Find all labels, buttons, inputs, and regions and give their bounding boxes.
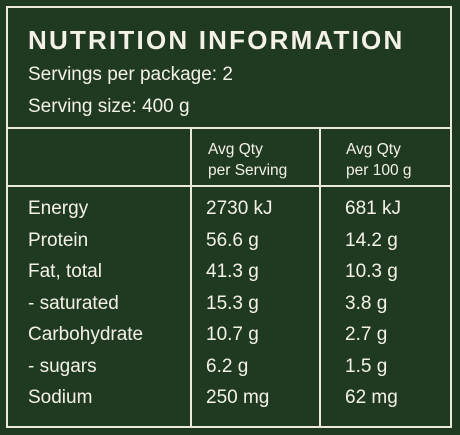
column-divider-1	[190, 127, 192, 427]
per-serving-value: 41.3 g	[206, 261, 259, 282]
nutrient-name: Sodium	[28, 387, 93, 408]
per-serving-value: 6.2 g	[206, 355, 249, 377]
column-header-per-100g-line1: Avg Qty	[346, 141, 401, 158]
panel-title: NUTRITION INFORMATION	[28, 25, 405, 55]
table-row: - saturated 15.3 g 3.8 g	[0, 292, 460, 324]
table-row: Sodium 250 mg 62 mg	[0, 386, 460, 418]
per-100g-value: 1.5 g	[345, 355, 388, 377]
nutrient-table: Energy 2730 kJ 681 kJ Protein 56.6 g 14.…	[0, 197, 460, 418]
column-header-per-100g-line2: per 100 g	[346, 162, 412, 179]
per-serving-value: 2730 kJ	[206, 198, 273, 219]
per-100g-value: 10.3 g	[345, 261, 398, 282]
nutrient-name: Carbohydrate	[28, 324, 144, 345]
column-header-per-serving-line2: per Serving	[208, 162, 288, 179]
table-row: Fat, total 41.3 g 10.3 g	[0, 260, 460, 292]
nutrition-panel	[6, 6, 452, 428]
nutrient-name: Protein	[28, 229, 89, 251]
servings-per-package: Servings per package: 2	[28, 64, 233, 85]
column-header-per-100g: Avg Qty per 100 g	[346, 139, 412, 181]
table-row: Carbohydrate 10.7 g 2.7 g	[0, 323, 460, 355]
header-divider-top	[8, 127, 450, 129]
per-serving-value: 250 mg	[206, 387, 270, 408]
table-row: - sugars 6.2 g 1.5 g	[0, 355, 460, 387]
per-100g-value: 14.2 g	[345, 229, 398, 251]
per-100g-value: 62 mg	[345, 387, 398, 408]
column-divider-2	[319, 127, 321, 427]
column-header-per-serving: Avg Qty per Serving	[208, 139, 287, 181]
table-row: Protein 56.6 g 14.2 g	[0, 229, 460, 261]
nutrient-name: Energy	[28, 198, 89, 219]
per-serving-value: 15.3 g	[206, 292, 259, 314]
nutrient-name: Fat, total	[28, 261, 102, 282]
column-header-per-serving-line1: Avg Qty	[208, 141, 263, 158]
nutrient-name: - saturated	[28, 292, 119, 314]
per-100g-value: 3.8 g	[345, 292, 388, 314]
nutrient-name: - sugars	[28, 355, 97, 377]
header-divider-bottom	[8, 185, 450, 187]
table-row: Energy 2730 kJ 681 kJ	[0, 197, 460, 229]
per-serving-value: 10.7 g	[206, 324, 259, 345]
per-100g-value: 2.7 g	[345, 324, 388, 345]
serving-size: Serving size: 400 g	[28, 96, 190, 117]
per-serving-value: 56.6 g	[206, 229, 259, 251]
per-100g-value: 681 kJ	[345, 198, 401, 219]
